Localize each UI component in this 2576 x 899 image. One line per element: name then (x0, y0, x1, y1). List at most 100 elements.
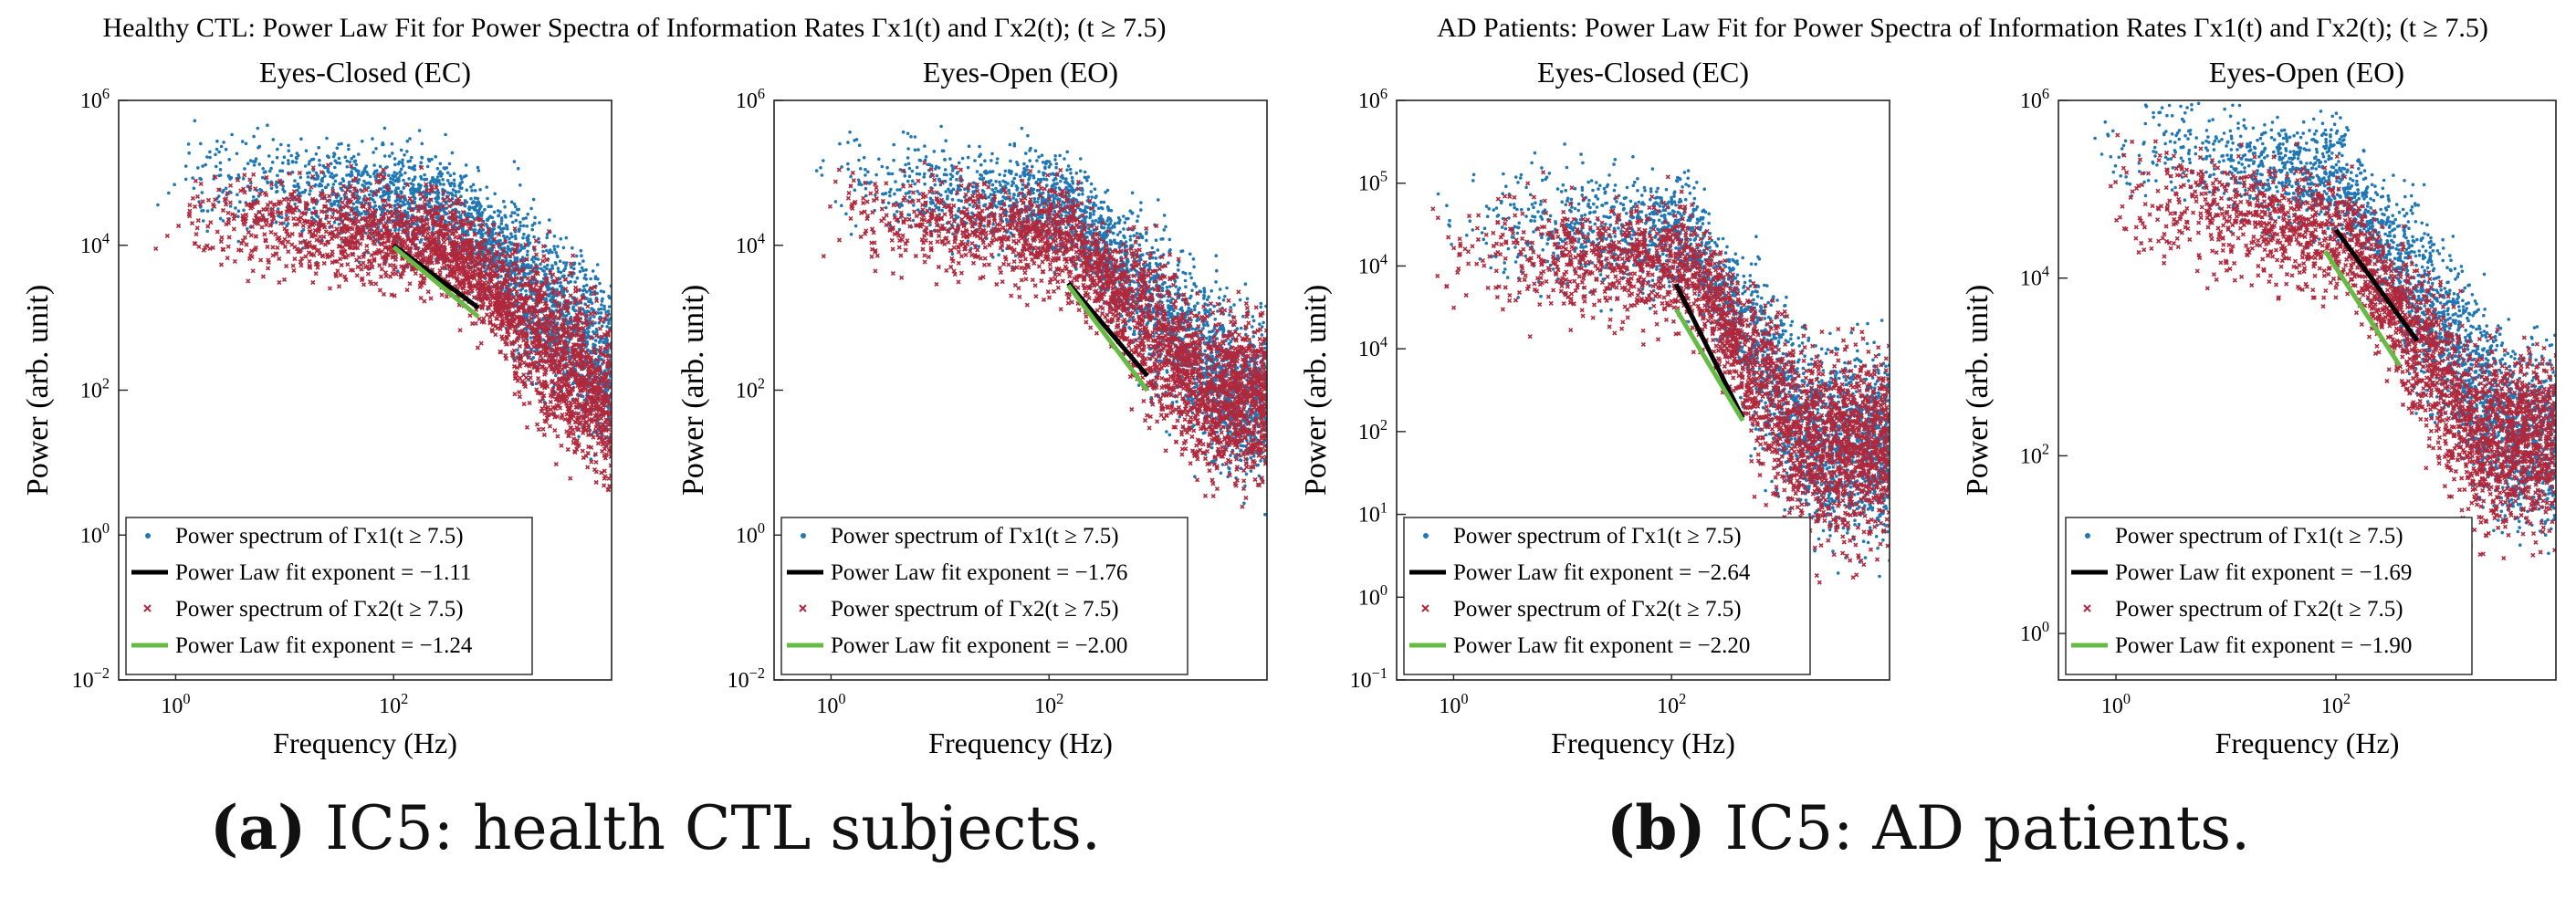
legend-label: Power spectrum of Γx1(t ≥ 7.5) (2115, 524, 2403, 549)
y-tick-label: 101 (1358, 498, 1387, 527)
scatter-points (153, 119, 612, 493)
x-axis-label: Frequency (Hz) (928, 727, 1113, 759)
legend-label: Power spectrum of Γx2(t ≥ 7.5) (1453, 597, 1742, 622)
legend-box (125, 517, 533, 675)
legend-label: Power Law fit exponent = −2.20 (1453, 633, 1750, 658)
scatter-points (814, 124, 1267, 517)
legend-label: Power spectrum of Γx2(t ≥ 7.5) (175, 597, 464, 622)
x-axis-label: Frequency (Hz) (1551, 727, 1735, 759)
scatter-points (2093, 101, 2556, 561)
chart-2: Eyes-Open (EO) 10−2 100 102 104 106 100 102 Freq… (676, 56, 1268, 759)
x-tick-label: 102 (379, 690, 408, 718)
fit-line-black (2333, 228, 2420, 343)
y-tick-label: 104 (736, 230, 765, 258)
x-tick-label: 102 (1034, 690, 1063, 718)
fit-line-black (1066, 281, 1149, 378)
legend: Power spectrum of Γx1(t ≥ 7.5) Power Law … (2065, 517, 2473, 675)
legend-marker-cross (1421, 604, 1429, 612)
y-tick-label: 100 (80, 519, 110, 548)
y-tick-label: 106 (736, 85, 765, 113)
x-tick-label: 102 (2321, 690, 2351, 718)
legend-marker-cross (799, 604, 807, 612)
y-tick-label: 106 (1358, 85, 1387, 113)
legend-label: Power spectrum of Γx1(t ≥ 7.5) (1453, 524, 1742, 549)
legend-marker-cross (143, 604, 152, 612)
legend-label: Power Law fit exponent = −1.69 (2115, 560, 2412, 585)
y-tick-label: 102 (1358, 416, 1387, 444)
y-axis-label: Power (arb. unit) (1961, 285, 1995, 496)
legend-marker-cross (2083, 604, 2091, 612)
y-tick-label: 105 (1358, 168, 1387, 196)
chart-4: Eyes-Open (EO) 100 102 104 106 100 102 Frequenc… (1961, 56, 2557, 759)
chart-1: Eyes-Closed (EC) 10−2 100 102 104 106 100 102 Fr… (21, 56, 613, 759)
legend-label: Power spectrum of Γx2(t ≥ 7.5) (2115, 597, 2403, 622)
x-tick-label: 100 (2101, 690, 2131, 718)
legend-box (2065, 517, 2473, 675)
x-tick-label: 100 (816, 690, 845, 718)
axes-box (2058, 99, 2557, 681)
legend-marker-dot (145, 533, 151, 538)
legend: Power spectrum of Γx1(t ≥ 7.5) Power Law … (1403, 517, 1811, 675)
fit-line-green (2323, 250, 2402, 367)
legend-label: Power Law fit exponent = −1.76 (831, 560, 1127, 585)
caption-a-text: IC5: health CTL subjects. (325, 793, 1101, 863)
y-tick-label: 104 (1358, 333, 1387, 361)
chart-title: Eyes-Open (EO) (2209, 56, 2404, 89)
chart-title: Eyes-Closed (EC) (1537, 56, 1749, 89)
y-tick-label: 104 (2020, 263, 2049, 291)
y-tick-label: 100 (736, 519, 765, 548)
y-tick-label: 102 (2020, 440, 2049, 468)
legend-marker-dot (801, 533, 806, 538)
x-axis-label: Frequency (Hz) (273, 727, 457, 759)
legend-marker-dot (1423, 533, 1429, 538)
figure-title-ad: AD Patients: Power Law Fit for Power Spe… (1437, 13, 2488, 43)
legend-label: Power Law fit exponent = −1.24 (175, 633, 473, 658)
y-tick-label: 10−2 (72, 664, 110, 693)
chart-title: Eyes-Closed (EC) (259, 56, 471, 89)
fit-line-green (1674, 308, 1745, 423)
axes-box (1396, 99, 1890, 681)
caption-b-label: (b) (1607, 792, 1706, 863)
x-axis-label: Frequency (Hz) (2215, 727, 2400, 759)
y-tick-label: 100 (2020, 618, 2049, 646)
y-tick-label: 104 (1358, 250, 1387, 278)
x-tick-label: 102 (1657, 690, 1686, 718)
legend-label: Power spectrum of Γx2(t ≥ 7.5) (831, 597, 1119, 622)
fit-line-black (1673, 283, 1745, 420)
legend-box (1403, 517, 1811, 675)
y-axis-label: Power (arb. unit) (676, 285, 710, 496)
chart-title: Eyes-Open (EO) (923, 56, 1118, 89)
legend-label: Power spectrum of Γx1(t ≥ 7.5) (831, 524, 1119, 549)
caption-a-label: (a) (210, 792, 306, 863)
caption-b: (b) IC5: AD patients. (1607, 792, 2250, 863)
legend-label: Power Law fit exponent = −2.00 (831, 633, 1127, 658)
y-tick-label: 102 (736, 374, 765, 402)
y-tick-label: 104 (80, 230, 110, 258)
legend: Power spectrum of Γx1(t ≥ 7.5) Power Law … (780, 517, 1189, 675)
y-tick-label: 10−2 (728, 664, 765, 693)
x-tick-label: 100 (161, 690, 190, 718)
caption-a: (a) IC5: health CTL subjects. (210, 792, 1101, 863)
y-tick-label: 106 (80, 85, 110, 113)
legend-box (780, 517, 1189, 675)
scatter-points (1430, 142, 1890, 585)
chart-3: Eyes-Closed (EC) 10−1 100 101 102 104 104 105 10… (1299, 56, 1890, 759)
caption-b-text: IC5: AD patients. (1725, 793, 2251, 863)
figure-title-healthy: Healthy CTL: Power Law Fit for Power Spe… (102, 13, 1166, 43)
y-tick-label: 10−1 (1350, 664, 1387, 693)
y-tick-label: 100 (1358, 581, 1387, 610)
y-axis-label: Power (arb. unit) (21, 285, 55, 496)
legend-marker-dot (2085, 533, 2090, 538)
x-tick-label: 100 (1439, 690, 1468, 718)
legend-label: Power spectrum of Γx1(t ≥ 7.5) (175, 524, 464, 549)
y-axis-label: Power (arb. unit) (1299, 285, 1333, 496)
legend: Power spectrum of Γx1(t ≥ 7.5) Power Law … (125, 517, 533, 675)
legend-label: Power Law fit exponent = −2.64 (1453, 560, 1751, 585)
y-tick-label: 102 (80, 374, 110, 402)
fit-line-green (392, 245, 480, 319)
legend-label: Power Law fit exponent = −1.90 (2115, 633, 2412, 658)
fit-line-green (1066, 284, 1150, 392)
y-tick-label: 106 (2020, 85, 2049, 113)
legend-label: Power Law fit exponent = −1.11 (175, 560, 471, 585)
